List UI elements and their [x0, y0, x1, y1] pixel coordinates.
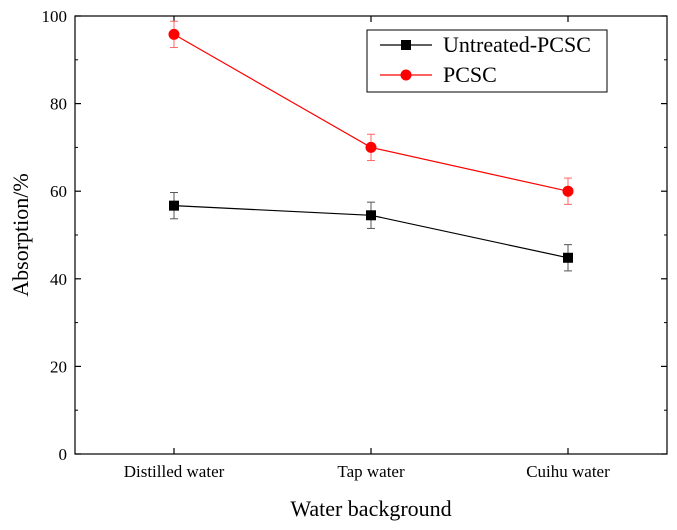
- y-tick-label: 60: [50, 182, 67, 201]
- x-tick-label: Tap water: [337, 462, 405, 481]
- x-tick-label: Cuihu water: [526, 462, 610, 481]
- legend-label-untreated-pcsc: Untreated-PCSC: [443, 32, 591, 57]
- y-tick-label: 20: [50, 357, 67, 376]
- x-axis: Distilled water Tap water Cuihu water: [124, 16, 610, 481]
- y-tick-label: 0: [59, 445, 68, 464]
- legend-marker-pcsc: [400, 69, 412, 81]
- series-layer: [168, 20, 574, 272]
- data-point-pcsc: [365, 141, 377, 153]
- y-tick-label: 80: [50, 95, 67, 114]
- data-point-untreated-pcsc: [563, 252, 573, 263]
- y-tick-label: 40: [50, 270, 67, 289]
- data-point-pcsc: [562, 185, 574, 197]
- data-point-pcsc: [168, 28, 180, 40]
- x-axis-title: Water background: [290, 496, 451, 521]
- data-point-untreated-pcsc: [169, 200, 179, 211]
- x-tick-label: Distilled water: [124, 462, 225, 481]
- y-axis: 0 20 40 60 80 100: [42, 7, 667, 464]
- legend: Untreated-PCSC PCSC: [366, 29, 608, 93]
- legend-marker-untreated-pcsc: [401, 40, 411, 50]
- y-axis-title: Absorption/%: [8, 173, 33, 296]
- y-tick-label: 100: [42, 7, 68, 26]
- legend-label-pcsc: PCSC: [443, 62, 497, 87]
- data-point-untreated-pcsc: [366, 210, 376, 221]
